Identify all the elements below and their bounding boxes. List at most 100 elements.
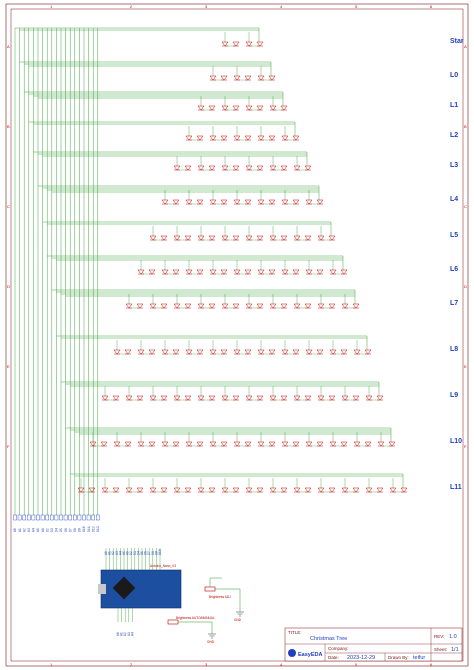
led-diode xyxy=(245,41,253,47)
led-diode xyxy=(232,487,240,493)
led-diode xyxy=(341,487,349,493)
led-diode xyxy=(232,303,240,309)
drawn-value: teifur xyxy=(413,655,425,661)
led-diode xyxy=(113,349,121,355)
led-diode xyxy=(293,165,301,171)
led-diode xyxy=(172,441,180,447)
led-diode xyxy=(341,303,349,309)
led-diode xyxy=(149,303,157,309)
led-diode xyxy=(292,135,300,141)
level-label: L2 xyxy=(450,132,458,139)
led-diode xyxy=(185,441,193,447)
easyeda-logo-icon xyxy=(288,649,296,657)
led-diode xyxy=(173,487,181,493)
header-pin-label: D4 xyxy=(136,551,140,555)
led-diode xyxy=(209,135,217,141)
led-diode xyxy=(245,105,253,111)
pin-connector xyxy=(17,514,22,521)
led-diode xyxy=(329,349,337,355)
led-diode xyxy=(281,199,289,205)
header-pin-label: A2 xyxy=(111,551,115,555)
led-diode xyxy=(293,395,301,401)
led-diode xyxy=(305,269,313,275)
led-diode xyxy=(292,269,300,275)
pin-connector xyxy=(22,514,27,521)
led-diode xyxy=(221,105,229,111)
led-diode xyxy=(196,269,204,275)
led-diode xyxy=(256,395,264,401)
led-diode xyxy=(353,441,361,447)
level-labels: Star L0 L1 L2 L3 L4 L5 L6 L7 L8 L9 L10 L11 xyxy=(450,38,464,491)
date-value: 2023-12-29 xyxy=(347,655,375,661)
pin-connector xyxy=(72,514,77,521)
led-diode xyxy=(245,165,253,171)
pin-connector xyxy=(27,514,31,521)
led-diode xyxy=(221,395,229,401)
led-diode xyxy=(256,165,264,171)
led-diode xyxy=(328,235,336,241)
led-diode xyxy=(256,105,264,111)
led-diode xyxy=(328,395,336,401)
pin-connector xyxy=(86,514,91,521)
level-label: L10 xyxy=(450,438,462,445)
led-diode xyxy=(160,395,168,401)
led-diode xyxy=(197,105,205,111)
led-diode xyxy=(220,75,228,81)
title-value: Christmas Tree xyxy=(310,636,347,642)
led-diode xyxy=(304,235,312,241)
row-marker: C xyxy=(7,204,10,209)
pin-label: D7 xyxy=(68,528,72,532)
row-marker: B xyxy=(7,124,10,129)
pin-label: A0 xyxy=(13,528,17,532)
led-diode xyxy=(125,395,133,401)
usb-connector xyxy=(98,584,106,594)
led-diode xyxy=(232,395,240,401)
header-pin-label: A5 xyxy=(122,551,126,555)
led-diode xyxy=(244,199,252,205)
led-diode xyxy=(269,235,277,241)
led-diode xyxy=(184,303,192,309)
led-diode xyxy=(185,199,193,205)
led-diode xyxy=(208,487,216,493)
level-label: L4 xyxy=(450,196,458,203)
led-diode xyxy=(112,487,120,493)
led-diode xyxy=(341,395,349,401)
led-diode xyxy=(161,269,169,275)
led-diode xyxy=(305,349,313,355)
led-diode xyxy=(389,487,397,493)
pin-connector xyxy=(54,514,59,521)
led-diode xyxy=(148,269,156,275)
led-diode xyxy=(232,235,240,241)
led-diode xyxy=(365,395,373,401)
led-diode xyxy=(329,441,337,447)
level-label: L1 xyxy=(450,102,458,109)
gnd-label-1: GND xyxy=(234,618,242,622)
led-diode xyxy=(268,441,276,447)
led-diode xyxy=(185,135,193,141)
led-diode xyxy=(232,165,240,171)
led-diode xyxy=(172,349,180,355)
header-pin-label: A0 xyxy=(104,551,108,555)
led-diode xyxy=(220,199,228,205)
led-diode xyxy=(125,487,133,493)
led-diode xyxy=(185,349,193,355)
led-diode xyxy=(100,441,108,447)
led-diode xyxy=(208,395,216,401)
border-markers: 1 1 2 2 3 3 4 4 5 5 6 6 A A B B C C D D E E F F xyxy=(7,4,467,667)
rev-label: REV: xyxy=(434,634,444,639)
logo-text: EasyEDA xyxy=(298,652,322,658)
led-diode xyxy=(257,441,265,447)
header-pin-label: A4 xyxy=(118,551,122,555)
header-pin-label: D6 xyxy=(144,551,148,555)
led-diode xyxy=(196,441,204,447)
level-label: L11 xyxy=(450,484,462,491)
led-diode xyxy=(292,349,300,355)
led-diode xyxy=(208,303,216,309)
led-diode xyxy=(269,105,277,111)
level-label: L8 xyxy=(450,346,458,353)
led-diode xyxy=(317,487,325,493)
led-diode xyxy=(257,269,265,275)
led-diode xyxy=(268,135,276,141)
led-diode xyxy=(233,199,241,205)
